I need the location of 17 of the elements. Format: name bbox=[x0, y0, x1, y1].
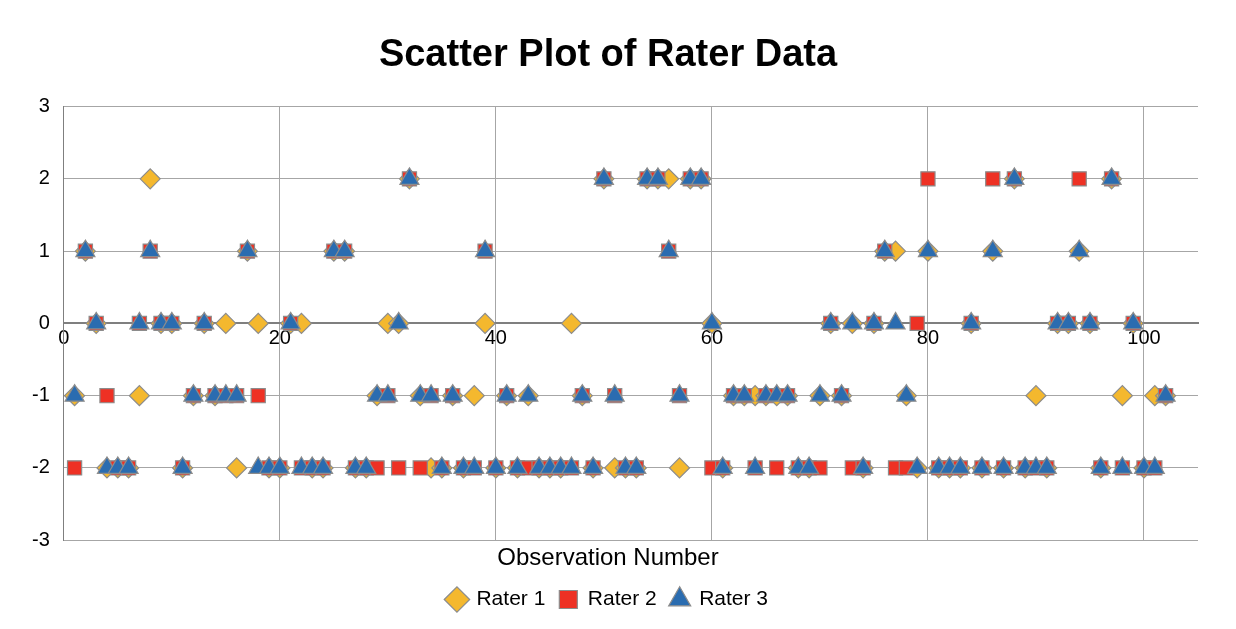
y-tick-label: 0 bbox=[38, 310, 50, 333]
x-tick-label: 100 bbox=[1127, 325, 1161, 348]
x-tick-label: 40 bbox=[484, 325, 507, 348]
legend-label: Rater 1 bbox=[476, 586, 546, 610]
y-tick-label: 2 bbox=[38, 166, 50, 189]
chart-title: Scatter Plot of Rater Data bbox=[378, 32, 838, 75]
legend-label: Rater 2 bbox=[587, 586, 657, 610]
y-tick-label: -2 bbox=[31, 455, 50, 478]
x-tick-label: 20 bbox=[268, 325, 291, 348]
y-tick-label: 3 bbox=[38, 94, 50, 117]
x-axis-title: Observation Number bbox=[497, 542, 719, 570]
x-tick-label: 60 bbox=[700, 325, 724, 348]
y-tick-label: -1 bbox=[31, 383, 50, 406]
legend-label: Rater 3 bbox=[699, 586, 769, 610]
y-tick-label: -3 bbox=[31, 527, 50, 550]
x-tick-label: 80 bbox=[916, 325, 940, 348]
y-tick-label: 1 bbox=[38, 238, 50, 261]
